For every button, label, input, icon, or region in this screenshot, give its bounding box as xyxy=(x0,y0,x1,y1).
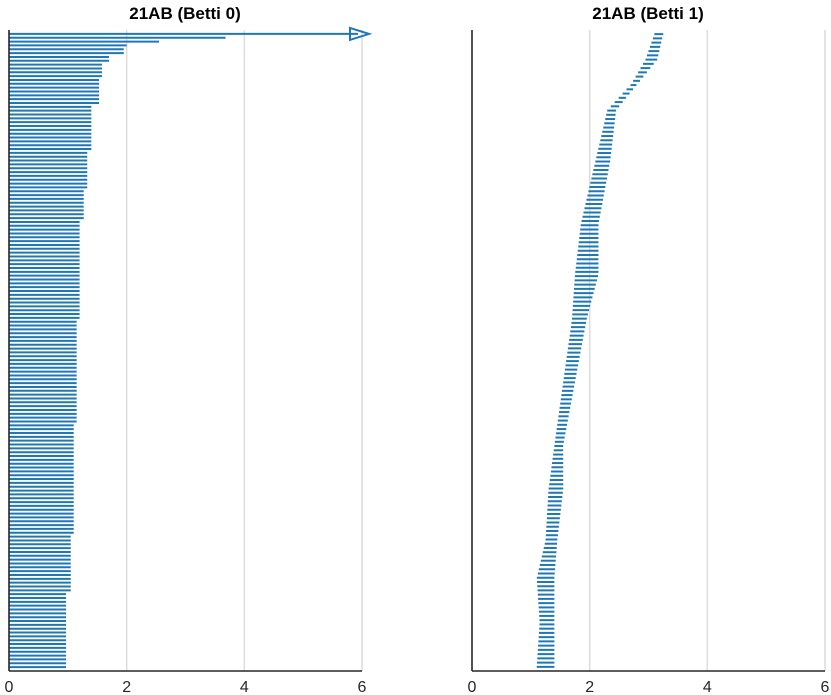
infinity-arrow-icon xyxy=(349,26,373,42)
barcode-panel-betti-0: 21AB (Betti 0) 0 2 4 6 xyxy=(5,4,373,695)
chart-title-betti-0: 21AB (Betti 0) xyxy=(129,4,240,23)
barcode-panel-betti-1: 21AB (Betti 1) 0 2 4 6 xyxy=(468,4,830,695)
x-tick-label-4: 4 xyxy=(703,679,712,695)
chart-title-betti-1: 21AB (Betti 1) xyxy=(592,4,703,23)
x-tick-label-2: 2 xyxy=(585,679,594,695)
x-tick-label-4: 4 xyxy=(240,679,249,695)
x-tick-label-6: 6 xyxy=(358,679,367,695)
x-tick-label-0: 0 xyxy=(5,679,14,695)
x-tick-label-6: 6 xyxy=(821,679,830,695)
x-tick-label-2: 2 xyxy=(122,679,131,695)
x-tick-label-0: 0 xyxy=(468,679,477,695)
